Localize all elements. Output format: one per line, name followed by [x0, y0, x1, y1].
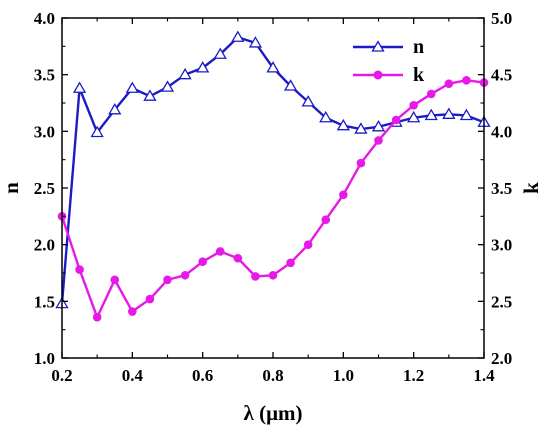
y-right-tick-label: 2.5	[491, 292, 512, 311]
series-k-point	[426, 89, 436, 99]
legend-n-label: n	[413, 36, 424, 58]
series-n-point	[301, 95, 315, 107]
series-n-point	[407, 110, 421, 123]
series-n-point	[371, 120, 386, 132]
series-k-point	[215, 247, 225, 256]
series-k-point	[356, 158, 366, 168]
x-tick-label: 1.4	[473, 366, 495, 385]
series-k-point	[268, 270, 278, 280]
series-k-point	[145, 294, 155, 304]
series-n-point	[354, 122, 368, 134]
series-n-point	[248, 36, 263, 48]
series-k-point	[303, 240, 313, 249]
series-k-point	[409, 100, 418, 110]
y-left-tick-label: 2.0	[34, 236, 55, 255]
series-n-point	[283, 79, 298, 91]
legend: n k	[353, 36, 425, 86]
series-k-point	[391, 115, 401, 125]
y-left-tick-label: 3.5	[34, 66, 55, 85]
series-n-point	[90, 125, 104, 138]
series-n-point	[266, 61, 280, 73]
y-left-tick-label: 1.5	[34, 292, 55, 311]
series-k-point	[163, 275, 172, 285]
series-k-point	[128, 307, 137, 316]
series-n-point	[424, 108, 438, 121]
series-k-point	[444, 79, 454, 89]
legend-n-marker	[371, 40, 385, 52]
y-right-tick-label: 4.5	[491, 66, 512, 85]
series-k-point	[374, 136, 383, 145]
x-tick-label: 0.2	[51, 366, 72, 385]
series-k-point	[75, 265, 84, 274]
series-n-point	[196, 61, 210, 73]
y-right-tick-label: 2.0	[491, 349, 512, 368]
y-right-tick-label: 3.0	[491, 236, 512, 255]
series-n-point	[442, 107, 456, 119]
series-k-point	[198, 257, 207, 266]
series-n-point	[213, 47, 227, 59]
ticks-group: 0.2 0.4 0.6 0.8 1.0 1.2 1.4 1.0 1.5 2.0 2.5 3.0 3.5 4…	[34, 9, 513, 385]
series-n-point	[231, 30, 245, 42]
series-k-point	[286, 258, 295, 268]
series-n-point	[125, 81, 139, 93]
series-n-point	[336, 118, 350, 131]
x-tick-label: 0.6	[192, 366, 213, 385]
x-axis-title: λ (μm)	[244, 401, 303, 425]
series-n-point	[319, 110, 333, 123]
series-n-point	[160, 80, 175, 92]
series-n-point	[178, 67, 192, 80]
y-left-tick-label: 1.0	[34, 349, 55, 368]
y-left-tick-label: 3.0	[34, 122, 55, 141]
y-left-tick-label: 4.0	[34, 9, 55, 28]
series-n-point	[143, 89, 157, 101]
series-n-group	[55, 30, 491, 309]
series-k-point	[110, 275, 120, 285]
x-tick-label: 1.2	[403, 366, 424, 385]
series-n-point	[72, 81, 87, 93]
y-left-axis-title: n	[0, 182, 23, 194]
legend-k-label: k	[413, 64, 425, 86]
y-right-tick-label: 4.0	[491, 122, 512, 141]
series-k-point	[321, 215, 331, 225]
y-right-tick-label: 3.5	[491, 179, 512, 198]
series-k-point	[251, 272, 260, 281]
series-k-group	[57, 76, 489, 322]
series-k-point	[233, 253, 243, 263]
y-right-tick-label: 5.0	[491, 9, 512, 28]
x-tick-label: 1.0	[333, 366, 354, 385]
series-k-point	[462, 76, 471, 85]
x-tick-label: 0.4	[122, 366, 144, 385]
x-tick-label: 0.8	[262, 366, 283, 385]
series-k-point	[180, 270, 190, 280]
series-k-point	[92, 312, 102, 322]
y-right-axis-title: k	[519, 182, 543, 194]
series-n-point	[108, 103, 122, 115]
series-k-point	[339, 190, 348, 200]
legend-k-marker	[373, 70, 383, 80]
series-n-point	[459, 108, 474, 121]
y-left-tick-label: 2.5	[34, 179, 55, 198]
